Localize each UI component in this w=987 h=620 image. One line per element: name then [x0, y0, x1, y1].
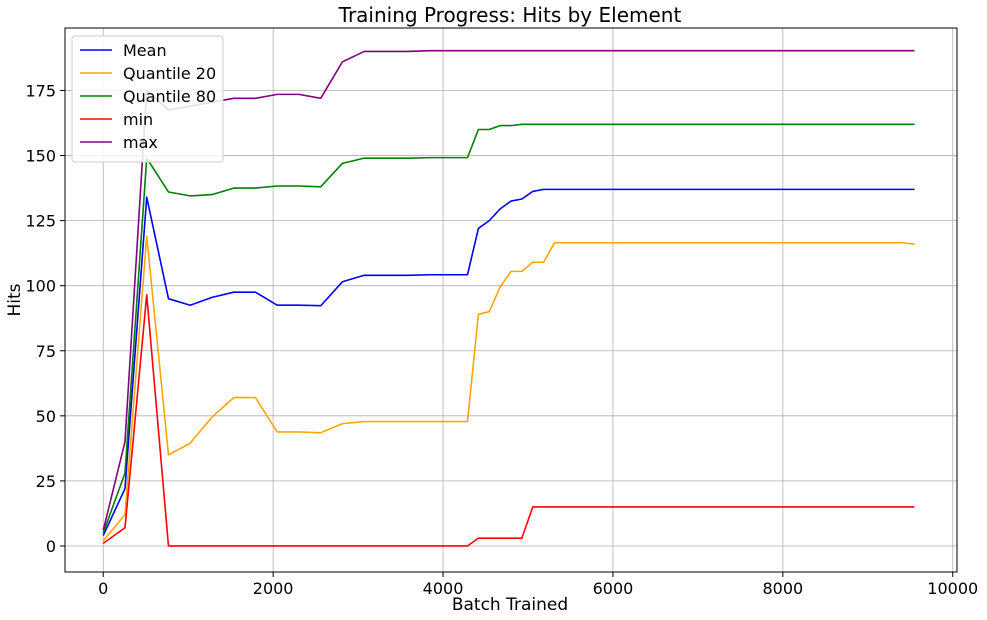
- y-tick-label-3: 75: [36, 342, 56, 361]
- x-tick-label-2: 4000: [423, 579, 464, 598]
- y-tick-label-2: 50: [36, 407, 56, 426]
- x-tick-label-5: 10000: [927, 579, 978, 598]
- series-line-quantile-20: [102, 235, 915, 542]
- x-tick-label-4: 8000: [762, 579, 803, 598]
- y-tick-label-1: 25: [36, 472, 56, 491]
- plot-area-frame: [64, 27, 958, 573]
- y-tick-label-5: 125: [25, 212, 56, 231]
- legend-label-quantile-20: Quantile 20: [123, 64, 216, 83]
- y-tick-label-4: 100: [25, 277, 56, 296]
- y-tick-label-7: 175: [25, 81, 56, 100]
- legend-label-quantile-80: Quantile 80: [123, 87, 216, 106]
- y-tick-label-6: 150: [25, 147, 56, 166]
- y-axis-label: Hits: [5, 283, 25, 316]
- series-line-min: [102, 293, 915, 547]
- y-axis-ticks: 0 25 50 75 100 125 150 175: [25, 81, 65, 556]
- series-line-quantile-80: [102, 123, 915, 534]
- x-tick-label-3: 6000: [593, 579, 634, 598]
- x-axis-label: Batch Trained: [452, 595, 568, 615]
- legend-label-min: min: [123, 110, 153, 129]
- legend-label-max: max: [123, 133, 158, 152]
- x-tick-label-0: 0: [98, 579, 108, 598]
- x-axis-ticks: 0 2000 4000 6000 8000 10000: [98, 572, 978, 598]
- legend-box: [71, 35, 224, 163]
- chart-title: Training Progress: Hits by Element: [338, 3, 682, 27]
- legend-label-mean: Mean: [123, 41, 167, 60]
- legend: Mean Quantile 20 Quantile 80 min max: [71, 35, 224, 163]
- series-line-mean: [102, 188, 915, 536]
- x-tick-label-1: 2000: [253, 579, 294, 598]
- y-tick-label-0: 0: [46, 537, 56, 556]
